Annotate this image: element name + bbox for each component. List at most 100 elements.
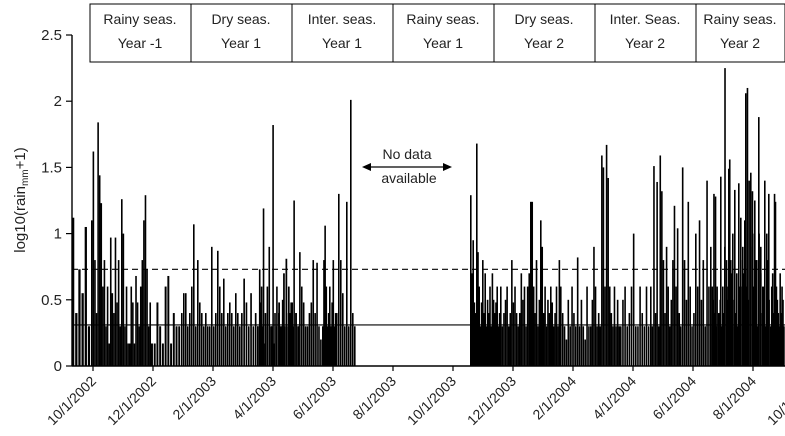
rain-bar [503, 313, 505, 366]
rain-bar [504, 299, 507, 366]
annotation-line1: No data [382, 146, 431, 162]
rain-bar [352, 313, 354, 366]
rain-bar [312, 260, 315, 366]
rain-bar [342, 293, 344, 366]
rain-bar [75, 313, 78, 366]
rain-bar [724, 246, 726, 366]
rain-bar [532, 286, 535, 366]
rain-bar [474, 313, 477, 366]
rain-bar [100, 203, 103, 366]
rain-bar [78, 269, 81, 366]
rain-bar [291, 302, 294, 366]
rain-bar [680, 326, 682, 366]
rain-bar [187, 326, 189, 366]
rain-bar [183, 293, 185, 366]
rain-bar [91, 220, 93, 366]
rain-bar [743, 273, 745, 366]
rain-bar [211, 246, 213, 366]
rain-bar [751, 191, 754, 366]
rain-bar [138, 326, 140, 366]
rain-bar [571, 286, 573, 366]
rain-bar [637, 326, 639, 366]
rain-bar [209, 326, 211, 366]
rain-bar [293, 200, 295, 366]
rain-bar [713, 193, 715, 366]
rain-bar [704, 326, 706, 366]
rain-bar [545, 326, 548, 366]
rain-bar [495, 302, 497, 366]
rain-bar [675, 286, 677, 366]
rain-bar [332, 260, 335, 366]
rain-bar [736, 326, 739, 366]
rain-bar [613, 286, 616, 366]
rain-bar [252, 326, 255, 366]
rain-bar [770, 286, 773, 366]
rain-bar [578, 326, 581, 366]
rain-bar [161, 343, 164, 366]
rain-bar [693, 313, 695, 366]
rain-bar [87, 326, 91, 366]
rain-bar [708, 286, 710, 366]
x-tick-label: 2/1/2004 [529, 373, 579, 423]
rain-bar [647, 326, 650, 366]
rain-bar [268, 246, 271, 366]
rain-bar [580, 299, 583, 366]
rain-bar [258, 269, 261, 366]
rain-bar [664, 313, 666, 366]
rain-bar [132, 302, 134, 366]
rain-bar [344, 326, 346, 366]
rain-bar [141, 260, 144, 366]
rain-bar [626, 326, 629, 366]
rain-bar [763, 286, 765, 366]
rain-bar [153, 343, 156, 366]
rain-bar [616, 299, 619, 366]
rain-bar [520, 273, 523, 366]
rain-bar [199, 302, 201, 366]
x-tick-label: 8/1/2003 [349, 373, 399, 423]
rain-bar [151, 343, 153, 366]
x-tick-label: 4/1/2003 [229, 373, 279, 423]
rain-bar [778, 326, 781, 366]
rain-bar [534, 313, 536, 366]
rain-bar [306, 326, 309, 366]
rain-bar [490, 326, 492, 366]
rain-bar [103, 260, 106, 366]
rain-bar [618, 326, 621, 366]
rain-bar [354, 326, 356, 366]
rain-bar [615, 326, 617, 366]
rain-bar [245, 302, 248, 366]
season-label-line1: Dry seas. [211, 11, 270, 27]
season-label-line2: Year 1 [322, 35, 362, 51]
rain-bar [295, 313, 297, 366]
y-tick-label: 2.5 [41, 27, 62, 44]
rain-bar [340, 260, 342, 366]
rain-bar [143, 220, 145, 366]
rain-bar [511, 260, 513, 366]
rain-bar [262, 208, 265, 366]
rain-bar [667, 286, 669, 366]
rain-bar [645, 286, 648, 366]
rain-bar [620, 326, 622, 366]
rain-bar [285, 313, 288, 366]
rain-bar [689, 286, 691, 366]
rain-bar [668, 326, 671, 366]
rain-bar [334, 313, 337, 366]
rain-bar [330, 326, 332, 366]
rain-bar [670, 299, 673, 366]
rain-bar [333, 326, 336, 366]
rain-bar [728, 159, 731, 366]
rain-bar [281, 299, 284, 366]
rain-bar [260, 286, 263, 366]
rain-bar [318, 326, 320, 366]
rain-bar [191, 286, 193, 366]
rain-bar [544, 286, 546, 366]
rain-bar [632, 233, 635, 366]
rain-bar [724, 68, 726, 366]
rain-bar [316, 262, 318, 366]
rain-bar [540, 220, 542, 366]
rain-bar [117, 260, 120, 366]
rain-bar [310, 302, 313, 366]
rain-bar [582, 326, 585, 366]
rain-bar [643, 326, 646, 366]
rain-bar [185, 293, 187, 366]
